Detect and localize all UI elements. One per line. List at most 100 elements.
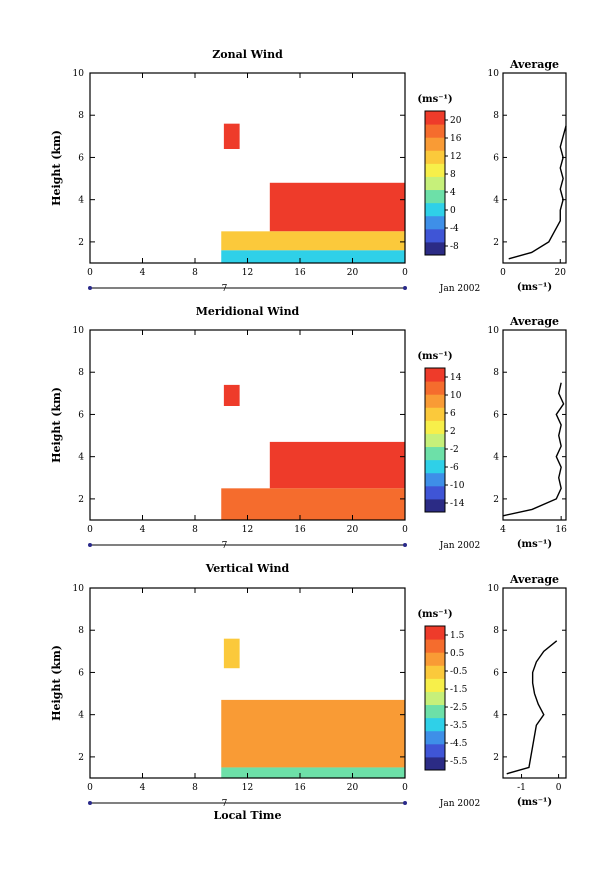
- y-tick-label: 2: [78, 495, 84, 505]
- colorbar-swatch: [425, 743, 445, 758]
- y-tick-label: 8: [78, 626, 84, 636]
- colorbar-swatch: [425, 756, 445, 771]
- colorbar-tick-label: 0.5: [450, 649, 465, 659]
- y-tick-label: 10: [73, 326, 85, 336]
- average-x-label: (ms⁻¹): [517, 797, 552, 808]
- average-y-tick-label: 6: [493, 153, 499, 163]
- colorbar-tick-label: 10: [450, 391, 462, 401]
- date-label: 7: [222, 799, 228, 809]
- x-tick-label: 8: [192, 783, 198, 793]
- colorbar-tick-label: -6: [450, 463, 459, 473]
- colorbar-swatch: [425, 124, 445, 138]
- heatmap-layer: [221, 123, 405, 263]
- date-axis-marker: [403, 286, 407, 290]
- colorbar-swatch: [425, 691, 445, 706]
- colorbar-swatch: [425, 368, 445, 382]
- y-axis-label: Height (km): [50, 130, 63, 206]
- average-x-label: (ms⁻¹): [517, 539, 552, 550]
- colorbar-swatch: [425, 137, 445, 151]
- colorbar-tick-label: -0.5: [450, 667, 468, 677]
- average-title: Average: [509, 315, 559, 328]
- colorbar-tick-label: 12: [450, 152, 461, 162]
- y-tick-label: 8: [78, 111, 84, 121]
- x-tick-label: 12: [242, 525, 253, 535]
- colorbar-swatch: [425, 228, 445, 243]
- y-tick-label: 10: [73, 69, 85, 79]
- colorbar-tick-label: -3.5: [450, 721, 468, 731]
- colorbar-swatch: [425, 150, 445, 164]
- y-axis-label: Height (km): [50, 645, 63, 721]
- x-tick-label: 20: [347, 783, 359, 793]
- average-x-tick-label: 16: [555, 525, 567, 535]
- date-axis-marker: [403, 543, 407, 547]
- date-suffix: Jan 2002: [439, 284, 481, 294]
- panel-title: Zonal Wind: [212, 48, 283, 61]
- x-tick-label: 8: [192, 525, 198, 535]
- x-tick-label: 20: [347, 268, 359, 278]
- average-profile-line: [502, 382, 565, 517]
- colorbar-tick-label: 2: [450, 427, 456, 437]
- colorbar-swatch: [425, 111, 445, 125]
- average-y-tick-label: 6: [493, 410, 499, 420]
- heatmap-layer: [221, 384, 405, 520]
- average-y-tick-label: 10: [488, 326, 500, 336]
- average-x-label: (ms⁻¹): [517, 282, 552, 293]
- colorbar-unit: (ms⁻¹): [417, 351, 452, 362]
- average-profile-line: [508, 125, 567, 260]
- average-x-tick-label: 0: [500, 268, 506, 278]
- y-tick-label: 6: [78, 153, 84, 163]
- date-suffix: Jan 2002: [439, 799, 481, 809]
- average-y-tick-label: 8: [493, 368, 499, 378]
- heat-region: [221, 231, 405, 251]
- date-label: 7: [222, 541, 228, 551]
- date-axis-marker: [88, 543, 92, 547]
- heatmap-layer: [221, 638, 405, 778]
- average-y-tick-label: 2: [493, 753, 499, 763]
- date-axis-marker: [88, 286, 92, 290]
- average-y-tick-label: 8: [493, 111, 499, 121]
- colorbar-swatch: [425, 678, 445, 692]
- date-axis-marker: [403, 801, 407, 805]
- colorbar-frame: [424, 367, 446, 513]
- colorbar-swatch: [425, 407, 445, 421]
- colorbar-swatch: [425, 433, 445, 448]
- colorbar-swatch: [425, 652, 445, 666]
- average-y-tick-label: 4: [493, 453, 499, 463]
- colorbar-tick-label: 16: [450, 134, 462, 144]
- average-x-tick-label: 0: [556, 783, 562, 793]
- date-axis-marker: [88, 801, 92, 805]
- colorbar-swatch: [425, 704, 445, 719]
- colorbar-swatch: [425, 381, 445, 395]
- average-y-tick-label: 6: [493, 668, 499, 678]
- colorbar-frame: [424, 110, 446, 256]
- average-x-tick-label: -1: [517, 783, 526, 793]
- colorbar-unit: (ms⁻¹): [417, 94, 452, 105]
- x-tick-label: 0: [87, 525, 93, 535]
- x-tick-label: 0: [402, 525, 408, 535]
- colorbar-swatch: [425, 717, 445, 732]
- heat-region: [269, 441, 405, 489]
- heat-region: [223, 638, 240, 669]
- colorbar-swatch: [425, 639, 445, 653]
- average-frame: [502, 329, 567, 521]
- colorbar-tick-label: 8: [450, 170, 456, 180]
- average-x-tick-label: 20: [555, 268, 567, 278]
- x-tick-label: 16: [294, 783, 306, 793]
- x-tick-label: 0: [87, 783, 93, 793]
- x-tick-label: 4: [140, 525, 146, 535]
- colorbar-tick-label: 14: [450, 373, 462, 383]
- y-tick-label: 2: [78, 238, 84, 248]
- x-tick-label: 12: [242, 783, 253, 793]
- average-x-tick-label: 4: [500, 525, 506, 535]
- colorbar-swatch: [425, 189, 445, 204]
- average-frame: [502, 72, 567, 264]
- panel-title: Meridional Wind: [196, 305, 300, 318]
- colorbar-tick-label: 20: [450, 116, 462, 126]
- colorbar-tick-label: -1.5: [450, 685, 468, 695]
- x-tick-label: 4: [140, 783, 146, 793]
- colorbar-swatch: [425, 665, 445, 679]
- date-label: 7: [222, 284, 228, 294]
- colorbar-tick-label: -5.5: [450, 757, 468, 767]
- average-title: Average: [509, 58, 559, 71]
